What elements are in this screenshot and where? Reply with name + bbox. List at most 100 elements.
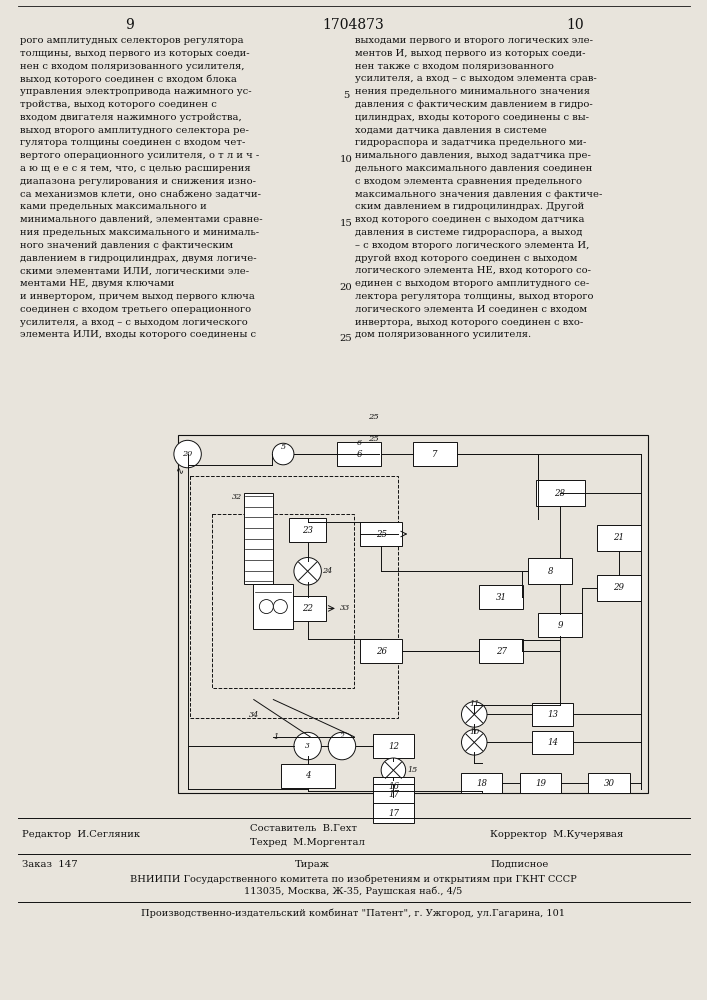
- Bar: [597, 575, 641, 601]
- Text: нения предельного минимального значения: нения предельного минимального значения: [355, 87, 590, 96]
- Text: нен также с входом поляризованного: нен также с входом поляризованного: [355, 62, 554, 71]
- Text: нимального давления, выход задатчика пре-: нимального давления, выход задатчика пре…: [355, 151, 591, 160]
- Text: 17: 17: [388, 790, 399, 799]
- Text: – с входом второго логического элемента И,: – с входом второго логического элемента …: [355, 241, 590, 250]
- Text: 23: 23: [302, 526, 313, 535]
- Bar: [361, 639, 402, 663]
- Text: гулятора толщины соединен с входом чет-: гулятора толщины соединен с входом чет-: [20, 138, 245, 147]
- Text: 1: 1: [273, 733, 279, 741]
- Circle shape: [294, 558, 322, 585]
- Circle shape: [272, 443, 294, 465]
- Text: другой вход которого соединен с выходом: другой вход которого соединен с выходом: [355, 254, 578, 263]
- Text: 24: 24: [322, 567, 332, 575]
- Text: 9: 9: [557, 621, 563, 630]
- Text: са механизмов клети, оно снабжено задатчи-: са механизмов клети, оно снабжено задатч…: [20, 190, 261, 199]
- Text: логического элемента И соединен с входом: логического элемента И соединен с входом: [355, 305, 587, 314]
- Text: ходами датчика давления в системе: ходами датчика давления в системе: [355, 126, 547, 135]
- Text: 5: 5: [343, 91, 349, 100]
- Bar: [373, 734, 414, 758]
- Text: 25: 25: [375, 530, 387, 539]
- Text: 17: 17: [388, 809, 399, 818]
- Bar: [253, 584, 293, 629]
- Text: с входом элемента сравнения предельного: с входом элемента сравнения предельного: [355, 177, 582, 186]
- Text: ния предельных максимального и минималь-: ния предельных максимального и минималь-: [20, 228, 259, 237]
- Text: 25: 25: [368, 435, 379, 443]
- Bar: [532, 731, 573, 754]
- Text: ками предельных максимального и: ками предельных максимального и: [20, 202, 206, 211]
- Text: 10: 10: [469, 728, 479, 736]
- Text: выход которого соединен с входом блока: выход которого соединен с входом блока: [20, 74, 237, 84]
- Text: 18: 18: [476, 779, 487, 788]
- Text: входом двигателя нажимного устройства,: входом двигателя нажимного устройства,: [20, 113, 242, 122]
- Text: дельного максимального давления соединен: дельного максимального давления соединен: [355, 164, 592, 173]
- Circle shape: [462, 730, 487, 755]
- Text: ским давлением в гидроцилиндрах. Другой: ским давлением в гидроцилиндрах. Другой: [355, 202, 584, 211]
- Bar: [538, 613, 582, 637]
- Text: 27: 27: [496, 647, 507, 656]
- Text: элемента ИЛИ, входы которого соединены с: элемента ИЛИ, входы которого соединены с: [20, 330, 256, 339]
- Bar: [479, 639, 523, 663]
- Text: Тираж: Тираж: [295, 860, 330, 869]
- Text: скими элементами ИЛИ, логическими эле-: скими элементами ИЛИ, логическими эле-: [20, 266, 249, 275]
- Text: давления с фактическим давлением в гидро-: давления с фактическим давлением в гидро…: [355, 100, 592, 109]
- Bar: [532, 703, 573, 726]
- Text: 113035, Москва, Ж-35, Раушская наб., 4/5: 113035, Москва, Ж-35, Раушская наб., 4/5: [244, 887, 462, 896]
- Text: давления в системе гидрораспора, а выход: давления в системе гидрораспора, а выход: [355, 228, 583, 237]
- Text: минимального давлений, элементами сравне-: минимального давлений, элементами сравне…: [20, 215, 262, 224]
- Text: единен с выходом второго амплитудного се-: единен с выходом второго амплитудного се…: [355, 279, 589, 288]
- Bar: [597, 525, 641, 551]
- Text: 10: 10: [339, 155, 352, 164]
- Circle shape: [294, 732, 322, 760]
- Text: Составитель  В.Гехт: Составитель В.Гехт: [250, 824, 357, 833]
- Text: 30: 30: [604, 779, 614, 788]
- Text: диапазона регулирования и снижения изно-: диапазона регулирования и снижения изно-: [20, 177, 256, 186]
- Bar: [588, 773, 630, 793]
- Text: максимального значения давления с фактиче-: максимального значения давления с фактич…: [355, 190, 602, 199]
- Text: 22: 22: [302, 604, 313, 613]
- Text: усилителя, а вход – с выходом элемента срав-: усилителя, а вход – с выходом элемента с…: [355, 74, 597, 83]
- Circle shape: [328, 732, 356, 760]
- Text: 16: 16: [388, 782, 399, 791]
- Bar: [520, 773, 561, 793]
- Bar: [289, 596, 326, 621]
- Text: 19: 19: [535, 779, 546, 788]
- Text: вертого операционного усилителя, о т л и ч -: вертого операционного усилителя, о т л и…: [20, 151, 259, 160]
- Circle shape: [462, 702, 487, 727]
- Text: управления электропривода нажимного ус-: управления электропривода нажимного ус-: [20, 87, 252, 96]
- Circle shape: [174, 440, 201, 468]
- Text: Производственно-издательский комбинат "Патент", г. Ужгород, ул.Гагарина, 101: Производственно-издательский комбинат "П…: [141, 908, 565, 918]
- Text: 1704873: 1704873: [322, 18, 384, 32]
- Text: 11: 11: [469, 700, 479, 708]
- Text: 20: 20: [182, 450, 193, 458]
- Circle shape: [259, 600, 274, 614]
- Text: 28: 28: [554, 489, 566, 498]
- Text: 6: 6: [356, 439, 362, 447]
- Bar: [289, 518, 326, 542]
- Text: 33: 33: [339, 604, 350, 612]
- Bar: [373, 777, 414, 797]
- Bar: [535, 480, 585, 506]
- Bar: [373, 784, 414, 805]
- Bar: [177, 435, 648, 793]
- Bar: [373, 803, 414, 823]
- Text: цилиндрах, входы которого соединены с вы-: цилиндрах, входы которого соединены с вы…: [355, 113, 589, 122]
- Bar: [361, 522, 402, 546]
- Text: 31: 31: [496, 593, 507, 602]
- Bar: [281, 764, 334, 788]
- Text: выходами первого и второго логических эле-: выходами первого и второго логических эл…: [355, 36, 593, 45]
- Bar: [337, 442, 381, 466]
- Text: 3: 3: [305, 742, 310, 750]
- Text: Подписное: Подписное: [490, 860, 549, 869]
- Text: выход второго амплитудного селектора ре-: выход второго амплитудного селектора ре-: [20, 126, 249, 135]
- Text: 25: 25: [368, 413, 379, 421]
- Text: соединен с входом третьего операционного: соединен с входом третьего операционного: [20, 305, 251, 314]
- Text: лектора регулятора толщины, выход второго: лектора регулятора толщины, выход второг…: [355, 292, 593, 301]
- Text: 29: 29: [613, 583, 624, 592]
- Text: 8: 8: [547, 567, 553, 576]
- Text: 7: 7: [432, 450, 438, 459]
- Text: 12: 12: [388, 742, 399, 751]
- Text: 5: 5: [281, 443, 286, 451]
- Circle shape: [381, 758, 406, 782]
- Text: 6: 6: [356, 450, 362, 459]
- Text: дом поляризованного усилителя.: дом поляризованного усилителя.: [355, 330, 531, 339]
